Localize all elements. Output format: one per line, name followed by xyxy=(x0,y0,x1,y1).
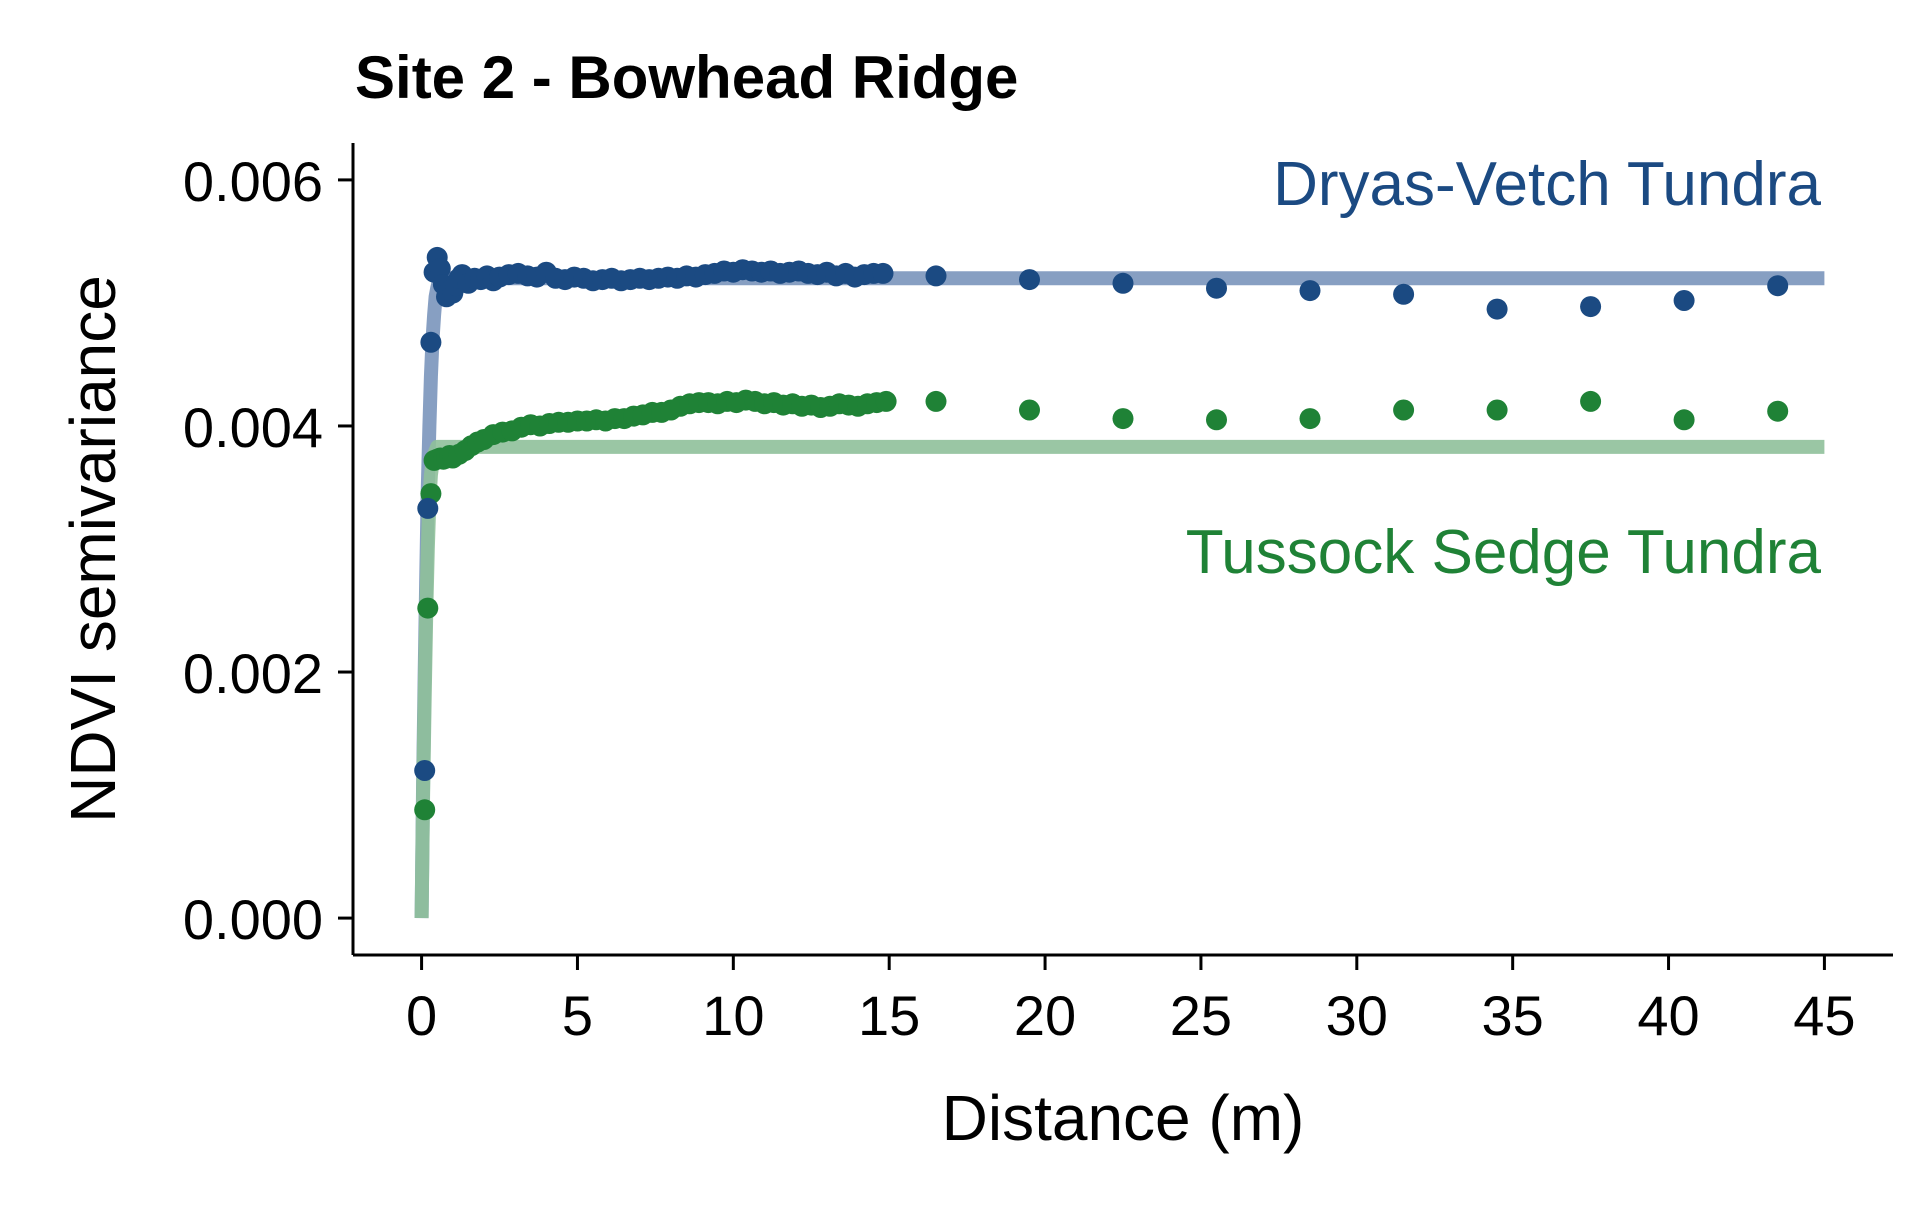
data-point-series-0 xyxy=(1580,296,1602,318)
data-point-series-1 xyxy=(414,799,436,821)
data-point-series-1 xyxy=(1206,409,1227,431)
axes xyxy=(351,143,1893,957)
model-line-series-0 xyxy=(414,271,1825,919)
series-label-dryas-vetch: Dryas-Vetch Tundra xyxy=(1273,150,1821,219)
data-point-series-0 xyxy=(1767,275,1789,297)
data-point-series-1 xyxy=(1673,409,1695,431)
data-point-series-1 xyxy=(875,390,897,412)
data-point-series-1 xyxy=(1767,400,1789,422)
y-tick-label: 0.000 xyxy=(183,888,323,951)
x-tick-label: 20 xyxy=(1014,984,1076,1047)
data-point-series-1 xyxy=(1019,399,1040,421)
x-tick-label: 30 xyxy=(1326,984,1388,1047)
y-axis-label: NDVI semivariance xyxy=(57,275,129,823)
data-point-series-0 xyxy=(1673,290,1695,311)
x-tick-label: 25 xyxy=(1170,984,1232,1047)
chart-title: Site 2 - Bowhead Ridge xyxy=(355,44,1018,111)
x-tick-label: 45 xyxy=(1793,984,1855,1047)
y-tick-label: 0.004 xyxy=(183,396,323,459)
x-tick-label: 15 xyxy=(858,984,920,1047)
data-point-series-1 xyxy=(417,597,439,619)
empirical-points xyxy=(414,246,1789,821)
data-point-series-1 xyxy=(1112,408,1134,430)
y-ticks: 0.000 0.002 0.004 0.006 xyxy=(183,150,353,951)
x-tick-label: 0 xyxy=(406,984,437,1047)
x-axis-label: Distance (m) xyxy=(942,1082,1305,1154)
x-ticks: 0 5 10 15 20 25 30 35 40 45 xyxy=(406,955,1856,1047)
data-point-series-1 xyxy=(1393,399,1415,421)
data-point-series-0 xyxy=(925,265,947,287)
data-point-series-0 xyxy=(414,760,436,781)
x-tick-label: 10 xyxy=(702,984,764,1047)
x-tick-label: 5 xyxy=(562,984,593,1047)
y-tick-label: 0.002 xyxy=(183,642,323,705)
data-point-series-0 xyxy=(872,262,894,284)
x-tick-label: 40 xyxy=(1637,984,1699,1047)
data-point-series-1 xyxy=(1486,399,1508,421)
data-point-series-0 xyxy=(1112,272,1134,294)
data-point-series-1 xyxy=(1299,408,1321,430)
data-point-series-0 xyxy=(1393,283,1415,305)
data-point-series-0 xyxy=(1206,277,1227,299)
x-tick-label: 35 xyxy=(1482,984,1544,1047)
data-point-series-0 xyxy=(1019,269,1040,291)
series-label-tussock-sedge: Tussock Sedge Tundra xyxy=(1186,518,1822,587)
data-point-series-0 xyxy=(417,497,439,519)
model-lines xyxy=(414,271,1825,919)
data-point-series-1 xyxy=(1580,390,1602,412)
data-point-series-0 xyxy=(1486,298,1508,320)
data-point-series-1 xyxy=(925,390,947,412)
data-point-series-0 xyxy=(1299,280,1321,302)
data-point-series-0 xyxy=(420,331,442,353)
y-tick-label: 0.006 xyxy=(183,150,323,213)
data-point-series-0 xyxy=(429,258,451,279)
